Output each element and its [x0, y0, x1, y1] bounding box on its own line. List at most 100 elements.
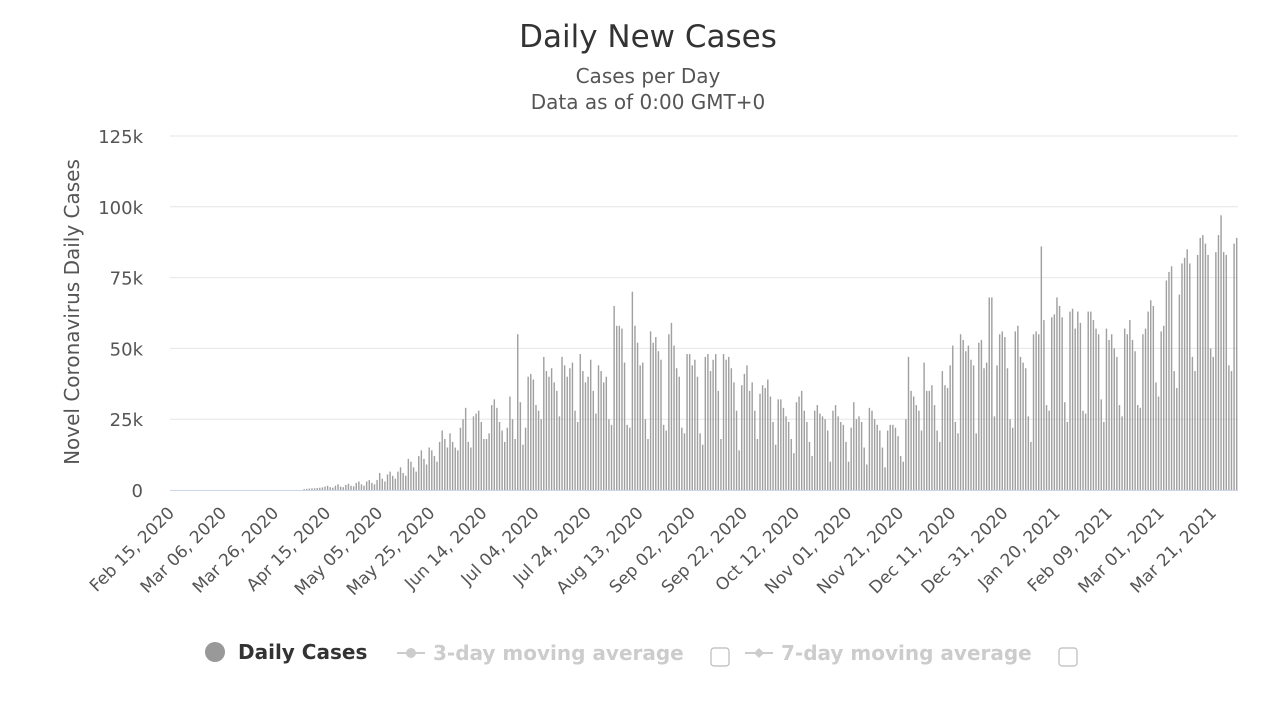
bar[interactable] [493, 399, 496, 490]
bar[interactable] [563, 365, 566, 490]
bar[interactable] [1123, 328, 1126, 490]
bar[interactable] [939, 441, 941, 490]
bar[interactable] [334, 485, 337, 490]
bar[interactable] [303, 489, 305, 490]
bar[interactable] [946, 388, 949, 490]
bar[interactable] [423, 458, 425, 490]
bar[interactable] [1183, 257, 1186, 490]
bar[interactable] [1006, 368, 1009, 490]
bar[interactable] [475, 413, 477, 490]
bar[interactable] [941, 371, 944, 490]
bar[interactable] [897, 436, 899, 490]
bar[interactable] [332, 487, 334, 490]
bar[interactable] [1064, 402, 1066, 490]
bar[interactable] [1207, 254, 1209, 490]
bar[interactable] [800, 390, 803, 490]
bar[interactable] [1222, 252, 1225, 490]
bar[interactable] [701, 444, 704, 490]
bar[interactable] [535, 405, 537, 490]
bar[interactable] [902, 461, 904, 490]
bar[interactable] [470, 447, 472, 490]
bar[interactable] [735, 410, 738, 490]
bar[interactable] [1084, 413, 1087, 490]
bar[interactable] [519, 402, 522, 490]
bar[interactable] [972, 365, 975, 490]
bar[interactable] [347, 483, 350, 490]
bar[interactable] [504, 441, 506, 490]
bar[interactable] [381, 478, 384, 490]
bar[interactable] [441, 430, 443, 490]
bar[interactable] [1217, 235, 1220, 490]
bar[interactable] [454, 447, 456, 490]
bar[interactable] [1202, 235, 1204, 490]
bar[interactable] [566, 376, 568, 490]
bar[interactable] [821, 416, 824, 490]
bar[interactable] [587, 376, 589, 490]
bar[interactable] [879, 430, 881, 490]
bar[interactable] [694, 359, 696, 490]
bar[interactable] [790, 439, 792, 490]
bar[interactable] [449, 433, 451, 490]
bar[interactable] [1035, 331, 1037, 490]
bar[interactable] [313, 488, 316, 490]
bar[interactable] [636, 342, 639, 490]
bar[interactable] [329, 487, 331, 490]
bar[interactable] [892, 424, 894, 490]
bar[interactable] [1131, 339, 1134, 490]
bar[interactable] [782, 407, 785, 490]
bar[interactable] [696, 376, 699, 490]
bar[interactable] [647, 439, 649, 490]
bar[interactable] [1092, 320, 1095, 490]
legend-item-daily-cases[interactable]: Daily Cases [205, 640, 367, 664]
bar[interactable] [537, 410, 540, 490]
bar[interactable] [397, 471, 399, 490]
bar[interactable] [402, 473, 404, 490]
bar[interactable] [431, 450, 433, 490]
bar[interactable] [975, 433, 977, 490]
bar[interactable] [673, 345, 675, 490]
legend-item-3-day-average[interactable]: 3-day moving average [397, 641, 684, 665]
bar[interactable] [717, 390, 720, 490]
bar[interactable] [345, 484, 347, 490]
bar[interactable] [730, 368, 733, 490]
bar[interactable] [699, 433, 701, 490]
bar[interactable] [373, 484, 376, 490]
bar[interactable] [704, 356, 707, 490]
bar[interactable] [915, 405, 918, 490]
bar[interactable] [652, 342, 654, 490]
bar[interactable] [480, 422, 482, 490]
bar[interactable] [1178, 294, 1181, 490]
legend-item-7-day-average[interactable]: 7-day moving average [745, 641, 1032, 665]
bar[interactable] [1001, 331, 1003, 490]
bar[interactable] [832, 410, 834, 490]
bar[interactable] [769, 396, 772, 490]
bar[interactable] [543, 356, 545, 490]
bar[interactable] [662, 424, 665, 490]
bar[interactable] [623, 362, 626, 490]
bar[interactable] [1150, 300, 1152, 490]
bar[interactable] [970, 359, 972, 490]
bar[interactable] [1160, 331, 1162, 490]
bar[interactable] [1235, 237, 1238, 490]
bar[interactable] [621, 328, 623, 490]
bar[interactable] [1204, 243, 1207, 490]
bar[interactable] [644, 419, 647, 490]
bar[interactable] [308, 488, 311, 490]
bar[interactable] [339, 486, 342, 490]
bar[interactable] [1004, 337, 1006, 490]
bar[interactable] [866, 464, 868, 490]
bar[interactable] [1137, 405, 1139, 490]
bar[interactable] [1061, 317, 1063, 490]
bar[interactable] [436, 461, 438, 490]
bar[interactable] [983, 368, 985, 490]
bar[interactable] [816, 405, 819, 490]
bar[interactable] [631, 291, 634, 490]
bar[interactable] [780, 399, 782, 490]
bar[interactable] [360, 484, 363, 490]
bar[interactable] [363, 485, 365, 490]
bar[interactable] [1129, 320, 1131, 490]
bar[interactable] [772, 422, 774, 490]
bar[interactable] [1077, 311, 1079, 490]
bar[interactable] [501, 430, 503, 490]
bar[interactable] [1163, 325, 1165, 490]
